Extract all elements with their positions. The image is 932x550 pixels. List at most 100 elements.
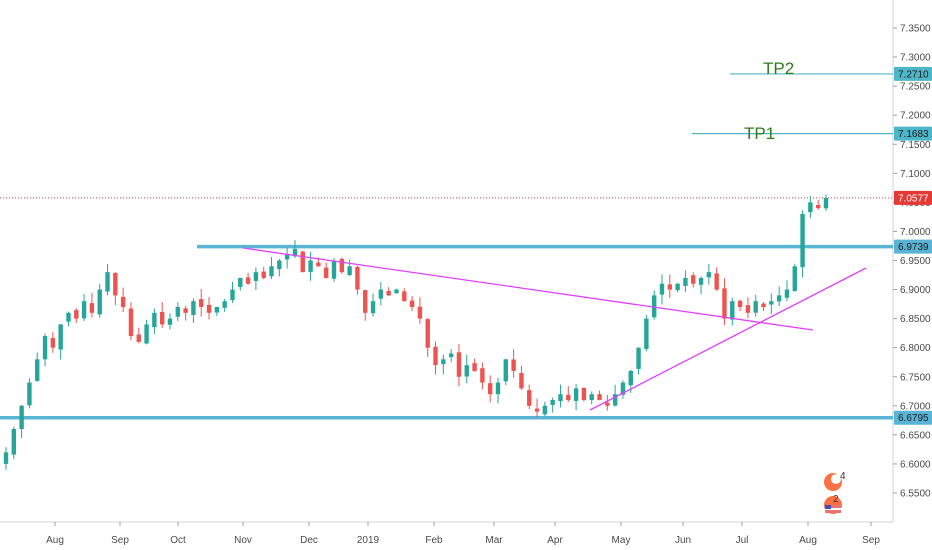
candle-body	[495, 382, 501, 395]
candle-body	[66, 312, 71, 322]
candle-body	[425, 319, 430, 348]
candle-body	[35, 359, 40, 381]
candle-body	[363, 290, 368, 313]
descending-trendline[interactable]	[242, 247, 814, 331]
price-badge-label: 6.9739	[898, 242, 929, 253]
y-tick-label: 6.8500	[900, 314, 931, 325]
candle-body	[519, 372, 524, 389]
price-badge	[894, 126, 932, 141]
candle-body	[3, 452, 9, 464]
y-tick-label: 6.7500	[900, 372, 931, 383]
y-tick-label: 7.0000	[900, 227, 931, 238]
y-tick-label: 6.9000	[900, 285, 931, 296]
candle-body	[42, 336, 48, 360]
y-tick-label: 7.1000	[900, 169, 931, 180]
price-levels	[0, 73, 893, 420]
candle-body	[800, 214, 805, 268]
candle-body	[480, 368, 485, 383]
candle-body	[11, 429, 17, 455]
x-tick-label: Oct	[170, 535, 186, 546]
candle-body	[542, 405, 548, 415]
candle-body	[417, 306, 423, 319]
candle-body	[136, 334, 141, 342]
price-badge-label: 6.6795	[898, 413, 929, 424]
candle-body	[394, 289, 399, 294]
candle-body	[714, 273, 719, 290]
candle-body	[409, 300, 415, 307]
x-tick-label: Sep	[862, 535, 880, 546]
candle-body	[472, 363, 477, 371]
candle-body	[683, 277, 688, 286]
candle-body	[550, 400, 555, 405]
x-axis[interactable]: Aug Sep Oct Nov Dec 2019 Feb Mar Apr May Jun Jul Aug…	[46, 522, 880, 546]
candle-body	[191, 301, 196, 315]
candle-body	[370, 301, 376, 314]
candle-body	[277, 260, 282, 270]
y-tick-label: 7.2500	[900, 82, 931, 93]
ascending-trendline[interactable]	[589, 267, 867, 411]
y-tick-label: 7.1500	[900, 140, 931, 151]
candle-body	[573, 388, 579, 401]
candle-body	[245, 277, 251, 284]
candle-body	[761, 303, 766, 307]
trendlines	[242, 247, 867, 411]
candle-body	[214, 307, 220, 313]
y-axis[interactable]: 7.3500 7.3000 7.2500 7.2000 7.1500 7.1000 7.05…	[893, 24, 931, 500]
candle-body	[730, 301, 735, 320]
candle-body	[511, 359, 516, 371]
candles	[3, 194, 829, 470]
candle-body	[206, 304, 212, 313]
candle-body	[753, 301, 758, 313]
candle-body	[97, 289, 102, 315]
candle-body	[402, 291, 407, 302]
candle-body	[558, 394, 563, 402]
x-tick-label: Jul	[736, 535, 749, 546]
candle-body	[776, 295, 782, 302]
candle-body	[175, 307, 181, 317]
x-tick-label: Nov	[234, 535, 252, 546]
candle-body	[316, 262, 321, 267]
candle-body	[620, 382, 626, 395]
price-badge-label: 7.0577	[898, 193, 929, 204]
earnings-event-icon-inner	[831, 474, 841, 484]
x-tick-label: Aug	[46, 535, 64, 546]
candle-body	[261, 271, 266, 278]
x-tick-label: Feb	[425, 535, 443, 546]
candle-body	[605, 402, 610, 406]
candle-body	[355, 266, 360, 290]
candle-body	[238, 277, 243, 287]
candle-body	[628, 370, 633, 386]
candle-body	[448, 353, 454, 358]
y-tick-label: 6.6000	[900, 459, 931, 470]
candle-body	[644, 318, 649, 349]
candle-body	[292, 248, 298, 257]
event-icons[interactable]: 4 2	[824, 471, 846, 514]
y-tick-label: 7.3500	[900, 24, 931, 35]
event-count-badge: 4	[840, 471, 846, 482]
candle-body	[128, 308, 134, 337]
candle-body	[589, 394, 594, 401]
y-tick-label: 6.9500	[900, 256, 931, 267]
candle-body	[19, 405, 24, 430]
flag-icon-stripe	[825, 508, 841, 510]
candle-body	[152, 312, 157, 328]
price-badge	[894, 66, 932, 81]
y-tick-label: 6.5500	[900, 489, 931, 500]
candle-body	[636, 347, 641, 369]
y-tick-label: 7.3000	[900, 53, 931, 64]
candle-body	[808, 202, 813, 213]
candle-body	[534, 408, 540, 412]
y-tick-label: 6.7000	[900, 401, 931, 412]
candle-body	[105, 272, 110, 292]
candle-body	[597, 394, 602, 400]
candle-body	[378, 289, 384, 299]
candle-body	[347, 266, 352, 276]
candle-body	[74, 310, 79, 319]
candle-body	[612, 394, 618, 406]
candle-body	[230, 289, 235, 301]
price-badge	[894, 190, 932, 205]
x-tick-label: Mar	[485, 535, 503, 546]
price-badge	[894, 239, 932, 254]
candle-body	[253, 272, 259, 281]
